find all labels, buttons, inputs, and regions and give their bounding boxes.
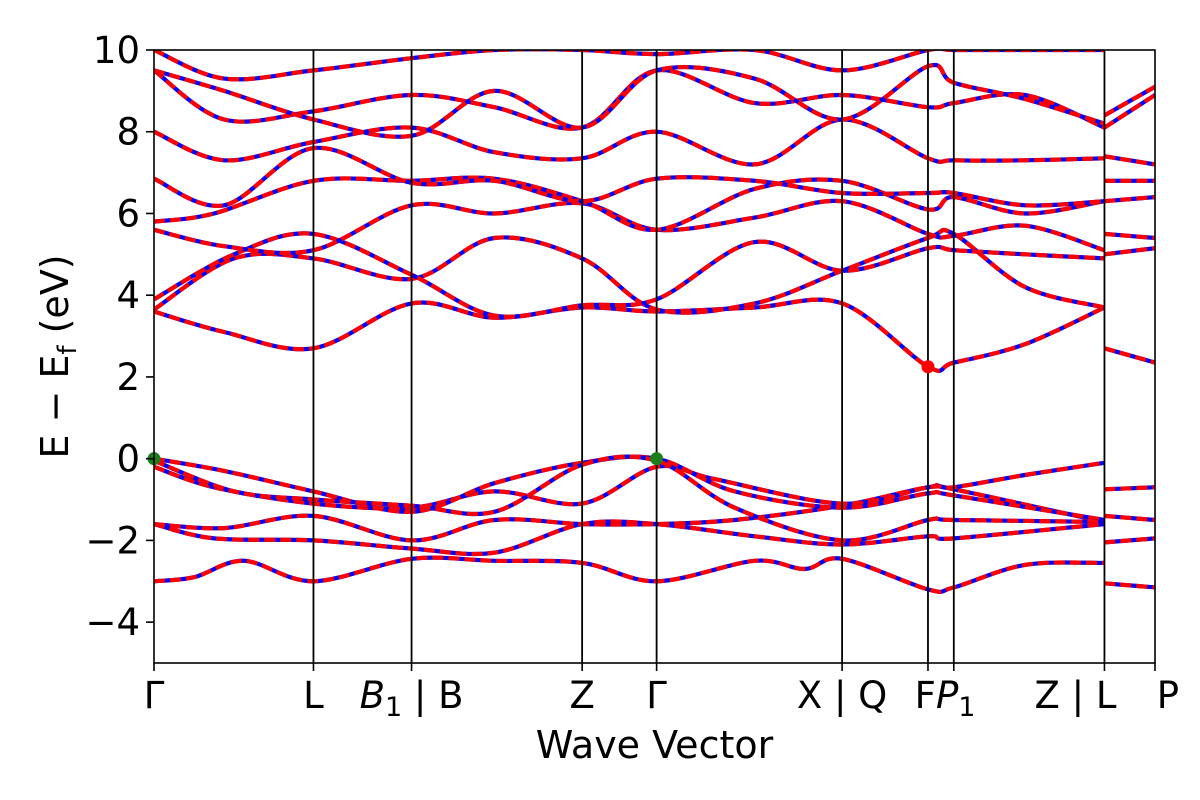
band-lp-5-spin-up (1104, 581, 1155, 590)
y-axis-title-sub: f (53, 345, 83, 355)
y-tick-label: −4 (85, 601, 140, 644)
kpath-label-rest: | B (402, 674, 463, 717)
band-lp-11-spin-up (1103, 93, 1155, 130)
band-14-spin-down (154, 68, 1106, 131)
band-12-spin-up (154, 145, 1105, 209)
kpath-label-main: B (360, 674, 385, 717)
kpath-label-4: Γ (646, 674, 667, 717)
kpath-label-1: L (303, 674, 324, 717)
band-3-spin-down (154, 482, 1105, 543)
kpath-label-9: P (1157, 674, 1179, 717)
kpath-label-main: P (936, 674, 959, 717)
band-lp-7-spin-up (1104, 231, 1155, 241)
band-8-spin-up (154, 227, 1105, 315)
kpath-label-sub: 1 (958, 692, 975, 723)
kpath-label-8: Z | L (1034, 674, 1116, 717)
band-15-spin-up (154, 62, 1106, 139)
vbm-marker-1 (650, 452, 664, 466)
band-lp-12-spin-up (1103, 84, 1155, 118)
band-8-spin-down (154, 227, 1105, 315)
band-16-spin-up (154, 50, 1105, 82)
cbm-marker-2 (921, 360, 935, 374)
band-1-spin-up (154, 555, 1105, 595)
band-lp-2-spin-up (1104, 485, 1155, 492)
band-lp-8-spin-up (1104, 195, 1155, 204)
band-lp-4-spin-up (1104, 536, 1155, 545)
kpath-label-3: Z (569, 674, 594, 717)
band-lp-3-spin-up (1104, 513, 1155, 523)
band-3-spin-up (154, 482, 1105, 543)
kpath-label-6: F (915, 674, 936, 717)
kpath-label-sub: 1 (385, 692, 402, 723)
plot-frame (153, 49, 1156, 664)
y-tick-label: 4 (116, 274, 140, 317)
y-tick-label: 0 (116, 438, 140, 481)
x-axis-title: Wave Vector (536, 723, 774, 767)
y-tick-label: 8 (116, 111, 140, 154)
band-lp-6-spin-up (1104, 246, 1155, 257)
band-5-spin-up (154, 454, 1105, 523)
y-axis-title-main: E − E (33, 355, 77, 459)
kpoint-lines-layer (312, 50, 1106, 663)
band-10-spin-up (154, 198, 1106, 256)
y-axis-title: E − Ef (eV) (33, 254, 83, 458)
band-13-spin-up (154, 117, 1105, 167)
band-lp-10-spin-up (1104, 154, 1155, 167)
bands-layer (154, 50, 1155, 595)
band-14-spin-up (154, 68, 1106, 131)
y-tick-label: 6 (116, 192, 140, 235)
y-ticks-layer: −4 −2 0 2 4 6 8 10 (85, 29, 154, 644)
band-9-spin-down (154, 231, 1105, 319)
y-tick-label: 2 (116, 356, 140, 399)
band-lp-1-spin-up (1103, 346, 1155, 365)
y-tick-label: 10 (93, 29, 140, 72)
band-10-spin-down (154, 198, 1106, 256)
y-tick-label: −2 (85, 519, 140, 562)
y-axis-title-unit: (eV) (33, 254, 77, 345)
kpath-label-7: P1 (936, 674, 976, 723)
kpath-label-2: B1 | B (360, 674, 464, 723)
markers-layer (147, 360, 935, 466)
kpath-label-0: Γ (144, 674, 165, 717)
band-13-spin-down (154, 117, 1105, 167)
kpath-label-5: X | Q (797, 674, 887, 717)
